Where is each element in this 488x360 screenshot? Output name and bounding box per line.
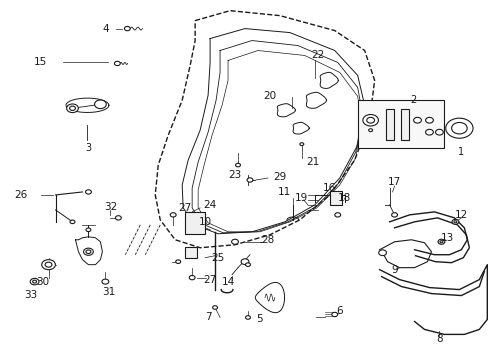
- Text: 18: 18: [337, 193, 350, 203]
- Circle shape: [86, 228, 91, 231]
- Text: 26: 26: [14, 190, 27, 200]
- Circle shape: [86, 250, 91, 253]
- Circle shape: [453, 221, 456, 223]
- Circle shape: [115, 216, 121, 220]
- Bar: [185, 247, 197, 258]
- Text: 12: 12: [454, 210, 467, 220]
- Text: 15: 15: [34, 58, 47, 67]
- Circle shape: [425, 117, 432, 123]
- Text: 21: 21: [305, 157, 319, 167]
- Circle shape: [114, 61, 120, 66]
- Circle shape: [41, 260, 55, 270]
- Text: 17: 17: [387, 177, 400, 187]
- Text: 14: 14: [221, 276, 234, 287]
- Text: 1: 1: [457, 147, 464, 157]
- Bar: [400, 109, 407, 140]
- Circle shape: [368, 129, 372, 132]
- Circle shape: [425, 129, 432, 135]
- Circle shape: [437, 239, 444, 244]
- Circle shape: [246, 178, 252, 182]
- Text: 20: 20: [263, 91, 276, 101]
- Text: 10: 10: [198, 217, 211, 227]
- Text: 7: 7: [204, 312, 211, 323]
- Text: 25: 25: [211, 253, 224, 263]
- Circle shape: [212, 306, 217, 309]
- Text: 6: 6: [336, 306, 343, 316]
- Text: 5: 5: [256, 314, 263, 324]
- Circle shape: [33, 280, 37, 283]
- Bar: [329, 190, 341, 205]
- Circle shape: [45, 262, 52, 267]
- Text: 3: 3: [85, 143, 91, 153]
- Text: 4: 4: [102, 24, 108, 33]
- Circle shape: [245, 263, 250, 266]
- Circle shape: [450, 122, 466, 134]
- Circle shape: [413, 117, 421, 123]
- Bar: [357, 100, 444, 148]
- Text: 32: 32: [103, 202, 117, 212]
- Circle shape: [102, 279, 109, 284]
- Text: 31: 31: [102, 287, 115, 297]
- Text: 16: 16: [323, 183, 336, 193]
- Circle shape: [451, 219, 458, 224]
- Circle shape: [445, 118, 472, 138]
- Bar: [385, 109, 393, 140]
- Circle shape: [170, 213, 176, 217]
- Circle shape: [362, 114, 378, 126]
- Text: 23: 23: [228, 170, 241, 180]
- Text: 8: 8: [435, 334, 442, 345]
- Text: 29: 29: [273, 172, 286, 182]
- Text: 28: 28: [261, 235, 274, 245]
- Circle shape: [235, 163, 240, 167]
- Circle shape: [439, 241, 442, 243]
- Circle shape: [175, 260, 180, 264]
- Circle shape: [124, 26, 130, 31]
- Bar: [185, 212, 204, 234]
- Circle shape: [231, 239, 238, 244]
- Text: 33: 33: [24, 289, 37, 300]
- Circle shape: [378, 250, 386, 256]
- Text: 11: 11: [278, 187, 291, 197]
- Circle shape: [391, 213, 397, 217]
- Text: 9: 9: [390, 265, 397, 275]
- Circle shape: [334, 213, 340, 217]
- Text: 27: 27: [178, 203, 191, 213]
- Circle shape: [85, 190, 91, 194]
- Circle shape: [83, 248, 93, 255]
- Text: 27: 27: [203, 275, 216, 285]
- Text: 13: 13: [440, 233, 453, 243]
- Circle shape: [94, 100, 106, 109]
- Circle shape: [299, 143, 303, 145]
- Text: 19: 19: [295, 193, 308, 203]
- Circle shape: [66, 104, 78, 113]
- Circle shape: [189, 275, 195, 280]
- Text: 30: 30: [36, 276, 49, 287]
- Circle shape: [331, 312, 337, 317]
- Circle shape: [70, 220, 75, 224]
- Circle shape: [241, 259, 248, 265]
- Circle shape: [366, 117, 374, 123]
- Circle shape: [30, 278, 39, 285]
- Circle shape: [69, 106, 75, 111]
- Circle shape: [245, 316, 250, 319]
- Text: 22: 22: [310, 50, 324, 60]
- Text: 24: 24: [203, 200, 216, 210]
- Text: 2: 2: [409, 95, 416, 105]
- Circle shape: [435, 129, 443, 135]
